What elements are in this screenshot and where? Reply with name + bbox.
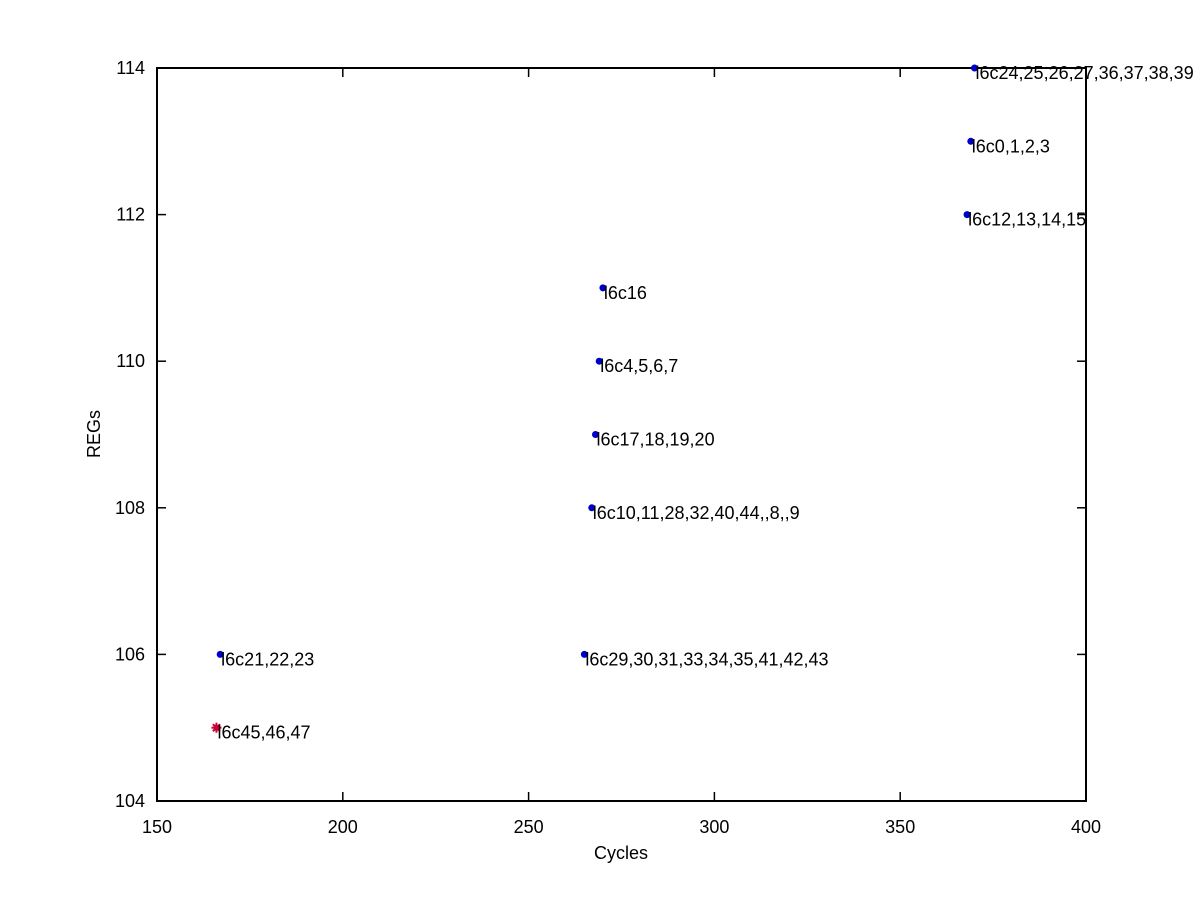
plot-frame [156,67,1087,802]
y-tick-label: 110 [116,351,145,371]
data-point-label: l6c0,1,2,3 [972,136,1050,156]
y-tick-label: 106 [115,644,145,664]
data-point-label: l6c21,22,23 [221,649,314,669]
data-point-label: l6c16 [604,283,647,303]
data-point-label: l6c24,25,26,27,36,37,38,39 [976,63,1194,83]
x-tick-label: 350 [885,817,915,837]
data-point [967,137,975,145]
axis-tick-labels: 150 200 250 300 350 400 104 106 108 110 112 114 [115,58,1101,837]
data-point [971,64,979,72]
data-point [591,431,599,438]
data-point-label: l6c17,18,19,20 [596,430,714,450]
data-points [211,64,979,733]
x-axis-label: Cycles [594,843,648,863]
data-point [580,650,588,658]
x-tick-label: 250 [514,817,544,837]
data-point-label: l6c4,5,6,7 [600,356,678,376]
y-tick-label: 114 [116,58,145,78]
x-tick-label: 300 [699,817,729,837]
data-point [595,357,603,365]
x-tick-label: 400 [1071,817,1101,837]
data-point [963,211,971,219]
data-point [588,504,596,512]
data-point-labels: l6c24,25,26,27,36,37,38,39 l6c0,1,2,3 l6c1… [217,63,1193,743]
y-axis-label: REGs [84,410,104,458]
y-tick-label: 112 [116,205,145,225]
data-point-star [211,722,222,733]
data-point [216,650,224,658]
data-point-label: l6c10,11,28,32,40,44,,8,,9 [593,503,800,523]
data-point-label: l6c45,46,47 [217,723,310,743]
axis-ticks [156,67,1087,802]
x-tick-label: 200 [328,817,358,837]
x-tick-label: 150 [142,817,172,837]
data-point-label: l6c12,13,14,15 [968,210,1086,230]
y-tick-label: 108 [115,498,145,518]
data-point [599,284,607,292]
data-point-label: l6c29,30,31,33,34,35,41,42,43 [585,649,828,669]
y-tick-label: 104 [115,791,145,811]
